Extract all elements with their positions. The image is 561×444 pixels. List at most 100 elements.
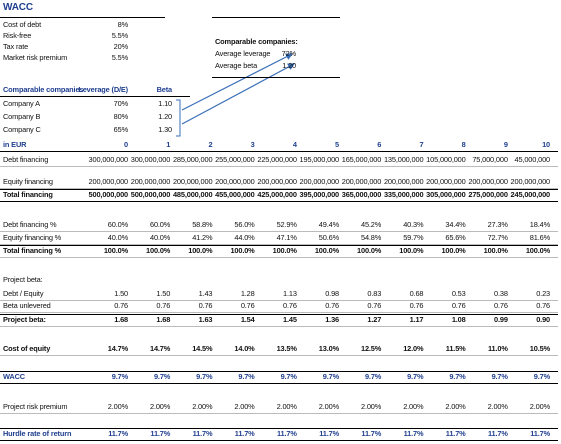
rule — [0, 257, 558, 258]
row-value: 75,000,000 — [472, 155, 508, 164]
table-cell: 1.30 — [158, 125, 172, 134]
row-label: Debt / Equity — [3, 289, 44, 298]
year: 9 — [503, 140, 508, 149]
rule — [212, 17, 340, 18]
row-value: 14.7% — [149, 344, 171, 353]
row-value: 0.98 — [325, 289, 339, 298]
row-value: 100.0% — [146, 246, 171, 255]
row-value: 2.00% — [149, 402, 171, 411]
row-value: 11.7% — [403, 429, 424, 438]
row-value: 9.7% — [238, 372, 255, 381]
year: 4 — [292, 140, 297, 149]
row-value: 100.0% — [441, 246, 466, 255]
row-value: 60.0% — [149, 220, 171, 229]
year: 7 — [419, 140, 424, 149]
table-cell: 80% — [113, 112, 128, 121]
row-value: 200,000,000 — [468, 177, 508, 186]
rule — [0, 355, 558, 356]
row-value: 9.7% — [322, 372, 339, 381]
row-value: 100.0% — [188, 246, 213, 255]
input-label: Cost of debt — [3, 20, 42, 29]
row-value: 425,000,000 — [257, 190, 297, 199]
row-value: 34.4% — [445, 220, 466, 229]
sheet-title: WACC — [3, 2, 33, 13]
rule — [0, 166, 558, 167]
rule — [0, 188, 558, 189]
row-value: 2.00% — [192, 402, 213, 411]
rule — [0, 201, 558, 202]
table-cell: 65% — [113, 125, 128, 134]
input-label: Risk-free — [3, 31, 32, 40]
table-cell: 1.20 — [158, 112, 172, 121]
row-value: 56.0% — [234, 220, 255, 229]
row-value: 0.99 — [494, 315, 508, 324]
row-value: 200,000,000 — [510, 177, 551, 186]
row-label: Project risk premium — [3, 402, 68, 411]
row-value: 1.68 — [156, 315, 171, 324]
row-value: 2.00% — [318, 402, 339, 411]
row-value: 41.2% — [192, 233, 213, 242]
row-value: 9.7% — [449, 372, 466, 381]
row-value: 9.7% — [280, 372, 297, 381]
row-value: 11.7% — [108, 429, 128, 438]
rule — [0, 17, 165, 18]
rule — [0, 383, 558, 384]
row-value: 395,000,000 — [299, 190, 340, 199]
row-value: 1.13 — [283, 289, 297, 298]
row-value: 200,000,000 — [257, 177, 297, 186]
row-value: 13.0% — [318, 344, 339, 353]
row-value: 100.0% — [103, 246, 128, 255]
row-value: 1.28 — [240, 289, 255, 298]
row-value: 0.38 — [494, 289, 508, 298]
row-value: 2.00% — [529, 402, 550, 411]
row-value: 500,000,000 — [88, 190, 129, 199]
row-value: 45.2% — [360, 220, 382, 229]
row-value: 13.5% — [276, 344, 297, 353]
row-value: 200,000,000 — [299, 177, 340, 186]
rule — [0, 371, 558, 372]
row-value: 0.76 — [114, 301, 128, 310]
row-value: 455,000,000 — [215, 190, 255, 199]
table-cell: Company B — [3, 112, 41, 121]
row-value: 12.5% — [360, 344, 382, 353]
row-value: 365,000,000 — [341, 190, 382, 199]
row-value: 40.0% — [149, 233, 171, 242]
year: 1 — [166, 140, 171, 149]
row-value: 27.3% — [487, 220, 508, 229]
table-cell: Company C — [3, 125, 41, 134]
row-value: 2.00% — [107, 402, 128, 411]
rule — [0, 189, 558, 190]
row-value: 10.5% — [529, 344, 550, 353]
row-value: 0.83 — [367, 289, 382, 298]
row-value: 0.76 — [409, 301, 424, 310]
table-header: Leverage (D/E) — [78, 85, 128, 94]
row-value: 0.76 — [536, 301, 550, 310]
summary-value: 72% — [281, 49, 296, 58]
row-value: 225,000,000 — [257, 155, 297, 164]
row-value: 195,000,000 — [299, 155, 340, 164]
row-value: 11.0% — [488, 344, 508, 353]
input-label: Tax rate — [3, 42, 29, 51]
row-label: Project beta: — [3, 315, 46, 324]
input-value: 20% — [113, 42, 128, 51]
row-value: 275,000,000 — [468, 190, 508, 199]
row-label: Debt financing % — [3, 220, 57, 229]
row-value: 9.7% — [111, 372, 128, 381]
row-label: in EUR — [3, 140, 27, 149]
row-value: 11.7% — [234, 429, 255, 438]
row-value: 65.6% — [445, 233, 466, 242]
row-value: 81.6% — [529, 233, 550, 242]
row-value: 54.8% — [360, 233, 382, 242]
row-value: 100.0% — [399, 246, 424, 255]
rule — [0, 312, 558, 313]
row-value: 2.00% — [487, 402, 508, 411]
row-value: 0.76 — [451, 301, 466, 310]
row-value: 300,000,000 — [88, 155, 129, 164]
row-value: 1.50 — [156, 289, 171, 298]
row-value: 100.0% — [357, 246, 382, 255]
row-value: 200,000,000 — [383, 177, 424, 186]
row-value: 9.7% — [153, 372, 171, 381]
row-value: 1.68 — [114, 315, 128, 324]
row-value: 11.5% — [445, 344, 466, 353]
